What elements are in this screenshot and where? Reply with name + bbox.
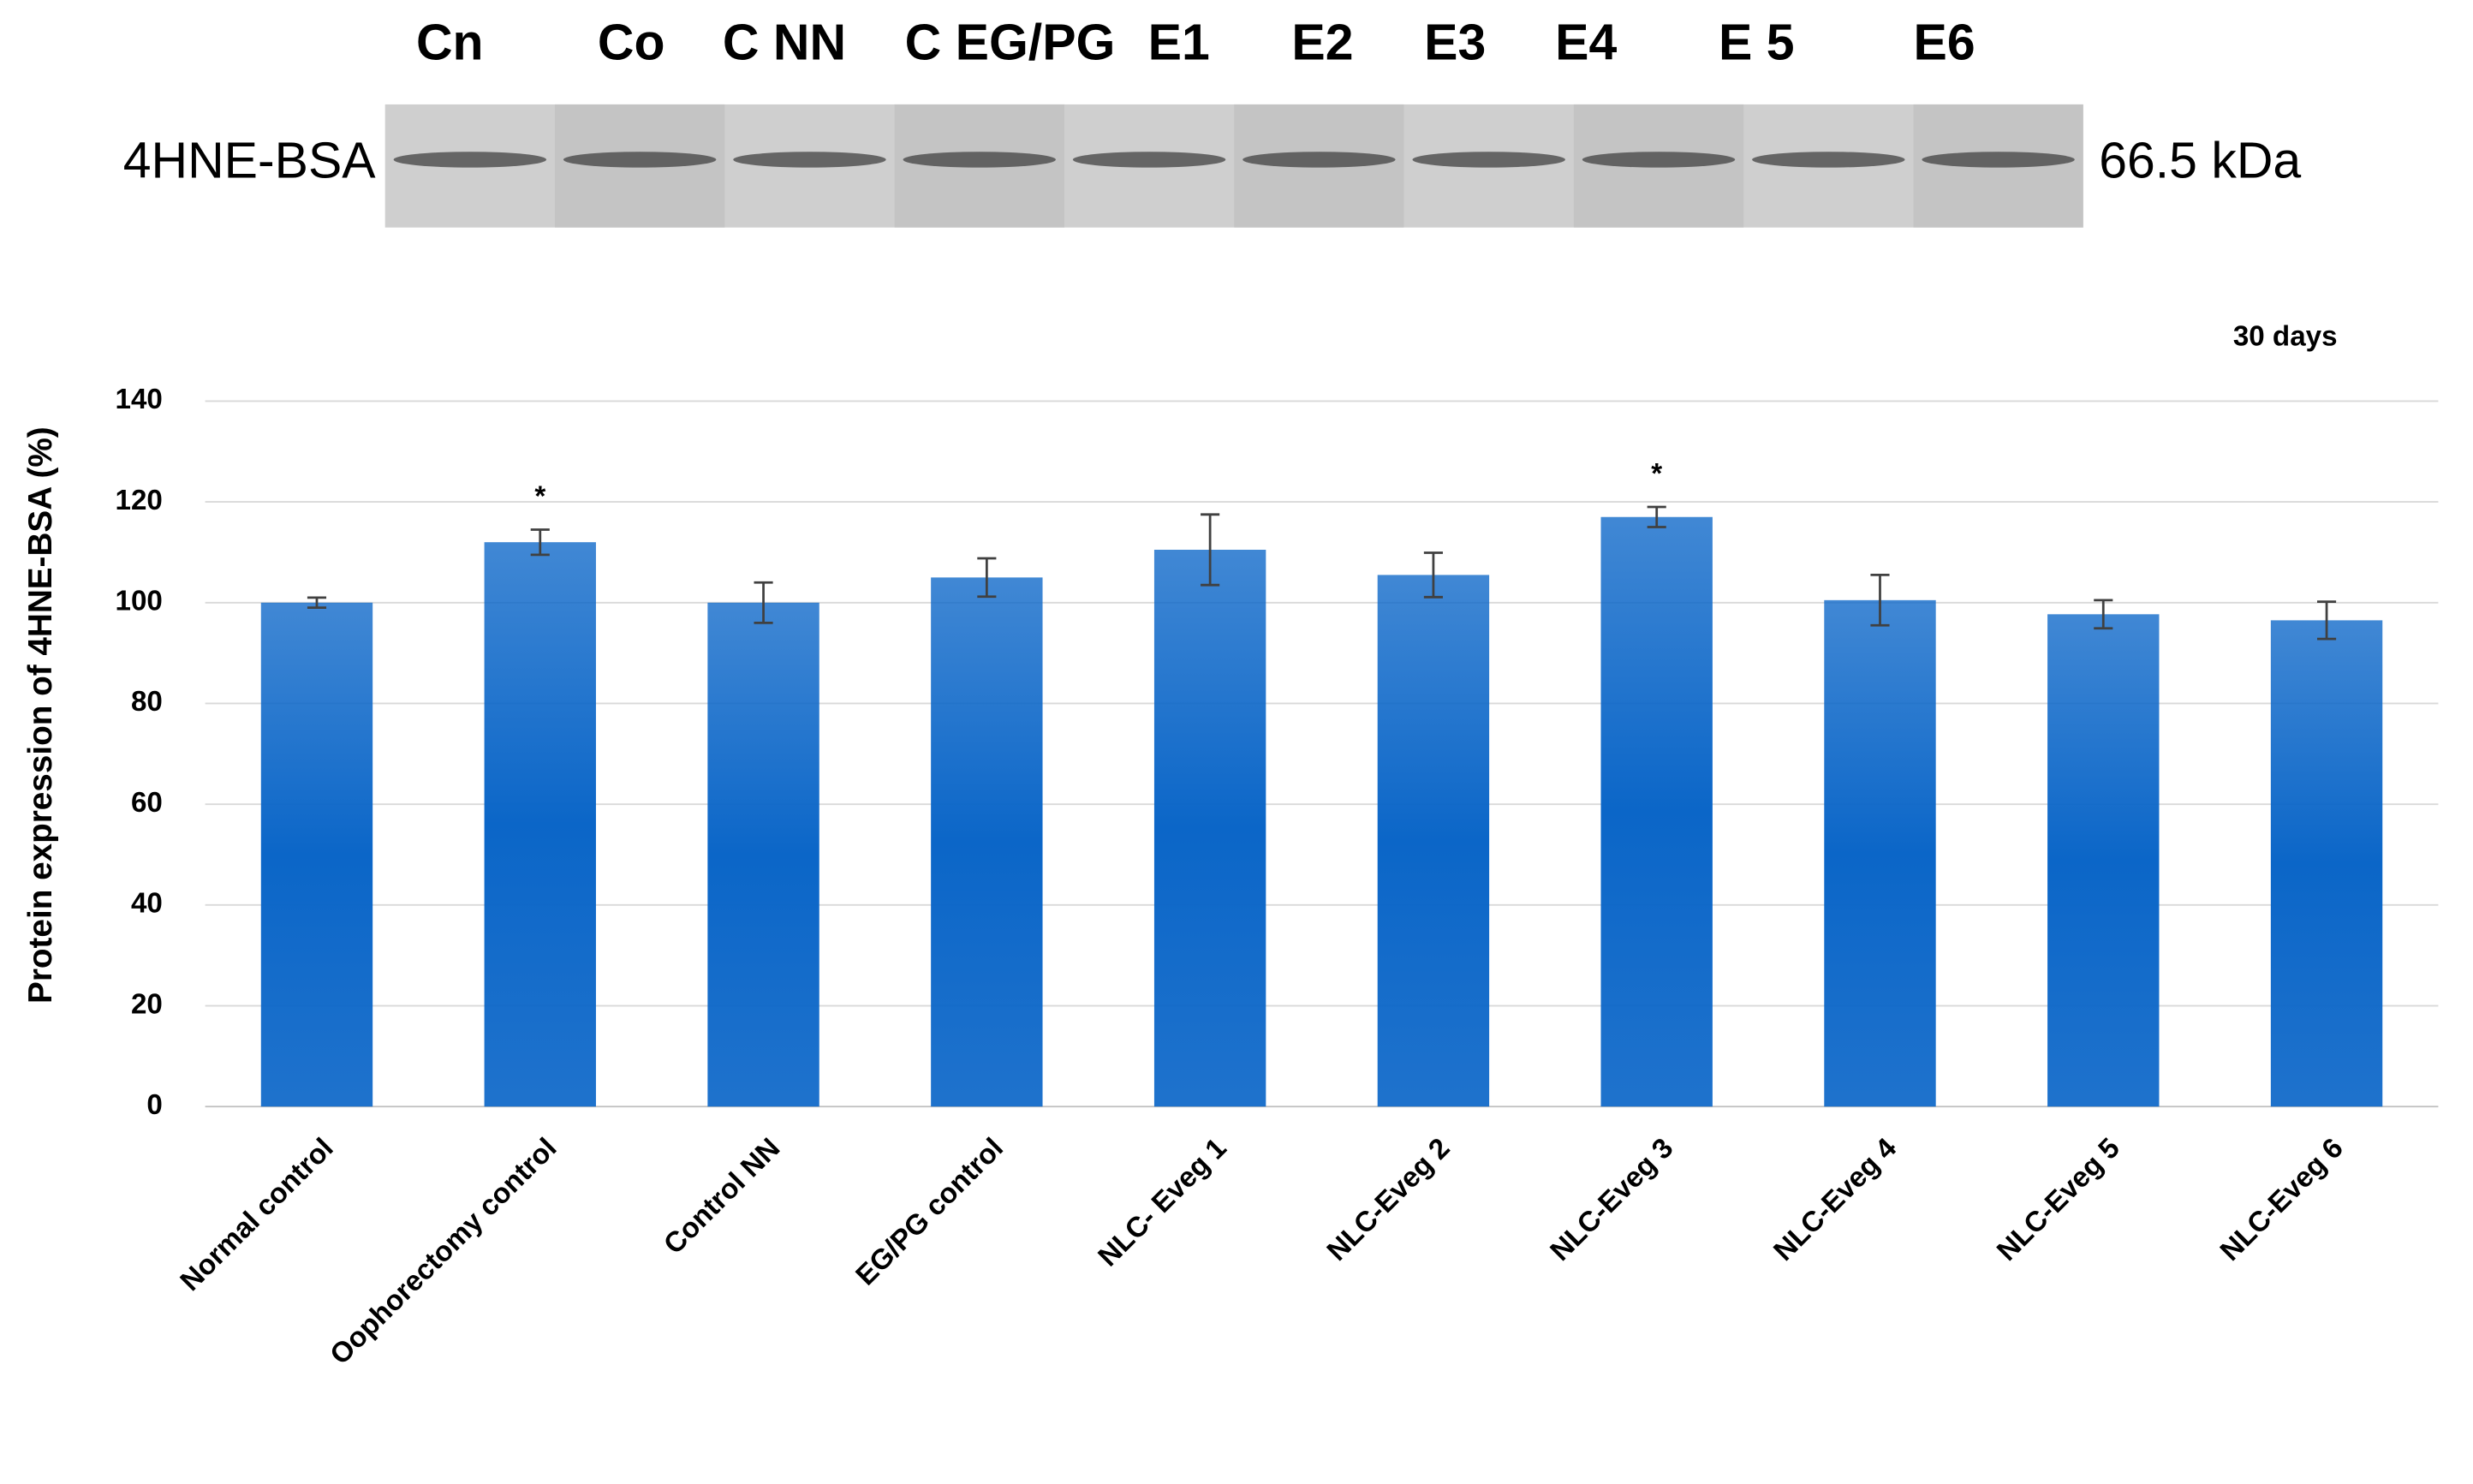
- lane-label: E3: [1424, 15, 1486, 70]
- chart-subtitle: 30 days: [2233, 320, 2338, 352]
- bar: [484, 542, 596, 1107]
- blot-band: [563, 152, 717, 168]
- lane-label: C EG/PG: [905, 15, 1116, 70]
- bar: [260, 602, 373, 1107]
- blot-band: [903, 152, 1057, 168]
- lane-label: E1: [1148, 15, 1210, 70]
- x-tick-label: Control NN: [658, 1132, 786, 1261]
- x-tick-label: NLC-Eveg 5: [1991, 1132, 2126, 1267]
- lane-label: C NN: [723, 15, 846, 70]
- blot-label: 4HNE-BSA: [123, 134, 377, 189]
- lane-label: Co: [598, 15, 665, 70]
- lane-label: E4: [1555, 15, 1617, 70]
- y-axis-label: Protein expression of 4HNE-BSA (%): [22, 426, 59, 1004]
- x-tick-label: NLC- Eveg 1: [1092, 1132, 1232, 1272]
- blot-band: [1582, 152, 1736, 168]
- bar: [1824, 599, 1936, 1107]
- bar: [2270, 620, 2383, 1107]
- x-tick-label: NLC-Eveg 4: [1767, 1132, 1903, 1267]
- y-tick-label: 20: [131, 988, 163, 1020]
- y-tick-label: 80: [131, 686, 163, 718]
- x-tick-label: Oophorectomy control: [325, 1132, 563, 1371]
- lane-label: E2: [1291, 15, 1353, 70]
- blot-band: [1412, 152, 1565, 168]
- bar: [1600, 516, 1713, 1107]
- blot-band: [733, 152, 886, 168]
- bar: [2047, 614, 2160, 1107]
- x-tick-label: NLC-Eveg 2: [1321, 1132, 1457, 1267]
- blot-band: [393, 152, 547, 168]
- blot-band: [1242, 152, 1396, 168]
- bar: [1377, 575, 1490, 1107]
- significance-marker: *: [534, 480, 545, 512]
- x-tick-label: NLC-Eveg 3: [1545, 1132, 1680, 1267]
- y-tick-label: 100: [116, 586, 163, 617]
- x-tick-label: NLC-Eveg 6: [2214, 1132, 2350, 1267]
- x-tick-label: EG/PG control: [850, 1132, 1010, 1291]
- y-tick-label: 60: [131, 787, 163, 819]
- blot-marker: 66.5 kDa: [2099, 134, 2301, 189]
- bar: [931, 577, 1043, 1107]
- bar: [707, 602, 819, 1107]
- blot-band: [1922, 152, 2075, 168]
- blot-band: [1072, 152, 1226, 168]
- y-tick-label: 0: [146, 1089, 162, 1121]
- lane-label: E6: [1914, 15, 1975, 70]
- y-tick-label: 140: [116, 384, 163, 415]
- significance-marker: *: [1651, 458, 1662, 490]
- lane-label: E 5: [1719, 15, 1795, 70]
- y-tick-label: 40: [131, 888, 163, 920]
- y-tick-label: 120: [116, 485, 163, 516]
- blot-band: [1752, 152, 1905, 168]
- x-tick-label: Normal control: [175, 1132, 340, 1297]
- lane-label: Cn: [416, 15, 484, 70]
- bar: [1153, 550, 1266, 1107]
